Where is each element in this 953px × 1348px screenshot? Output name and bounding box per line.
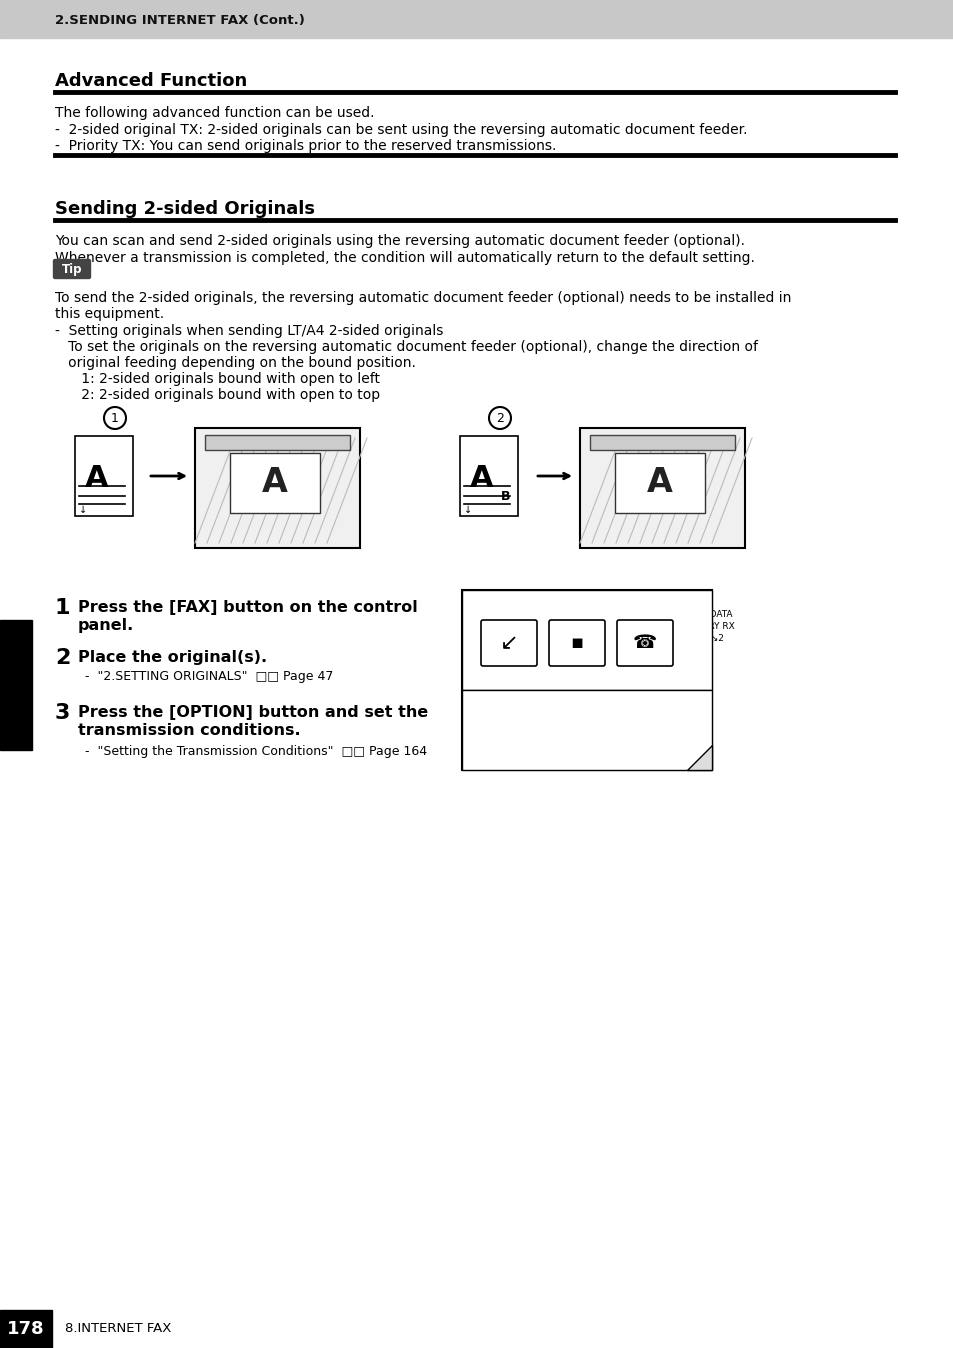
Bar — [461, 590, 711, 690]
Text: this equipment.: this equipment. — [55, 307, 164, 321]
Text: Press the [FAX] button on the control: Press the [FAX] button on the control — [78, 600, 417, 615]
Text: A: A — [85, 464, 109, 493]
Text: -  "2.SETTING ORIGINALS"  □□ Page 47: - "2.SETTING ORIGINALS" □□ Page 47 — [85, 670, 333, 683]
Text: ↙: ↙ — [499, 634, 517, 652]
Text: SCAN: SCAN — [494, 608, 523, 617]
Text: A: A — [646, 466, 672, 500]
Text: panel.: panel. — [78, 617, 134, 634]
Text: Advanced Function: Advanced Function — [55, 71, 247, 90]
Text: ↓: ↓ — [79, 506, 87, 515]
Text: -  Priority TX: You can send originals prior to the reserved transmissions.: - Priority TX: You can send originals pr… — [55, 139, 556, 154]
Text: To send the 2-sided originals, the reversing automatic document feeder (optional: To send the 2-sided originals, the rever… — [55, 291, 791, 305]
Text: -  2-sided original TX: 2-sided originals can be sent using the reversing automa: - 2-sided original TX: 2-sided originals… — [55, 123, 747, 137]
Text: To set the originals on the reversing automatic document feeder (optional), chan: To set the originals on the reversing au… — [55, 340, 758, 355]
Text: A: A — [470, 464, 494, 493]
Text: 178: 178 — [8, 1320, 45, 1339]
Text: □ MEMORY RX: □ MEMORY RX — [668, 621, 734, 631]
Circle shape — [489, 407, 511, 429]
Text: ↓: ↓ — [463, 506, 472, 515]
Text: □ ↘1  □ ↘2: □ ↘1 □ ↘2 — [668, 634, 723, 643]
Text: 1: 1 — [111, 411, 119, 425]
Text: You can scan and send 2-sided originals using the reversing automatic document f: You can scan and send 2-sided originals … — [55, 235, 744, 248]
Text: 1: 2-sided originals bound with open to left: 1: 2-sided originals bound with open to … — [55, 372, 379, 386]
Text: transmission conditions.: transmission conditions. — [78, 723, 300, 737]
Bar — [194, 429, 359, 549]
Bar — [0, 0, 953, 38]
Bar — [461, 690, 711, 770]
Text: Sending 2-sided Originals: Sending 2-sided Originals — [55, 200, 314, 218]
FancyBboxPatch shape — [548, 620, 604, 666]
Text: FAX: FAX — [635, 608, 654, 617]
Text: 3: 3 — [55, 704, 71, 723]
Text: Press the [OPTION] button and set the: Press the [OPTION] button and set the — [78, 705, 428, 720]
FancyBboxPatch shape — [480, 620, 537, 666]
FancyBboxPatch shape — [617, 620, 672, 666]
Bar — [0, 1310, 52, 1348]
FancyBboxPatch shape — [53, 260, 91, 279]
Text: 2: 2-sided originals bound with open to top: 2: 2-sided originals bound with open to … — [55, 388, 379, 402]
Text: Place the original(s).: Place the original(s). — [78, 650, 267, 665]
Bar — [205, 435, 350, 450]
Bar — [461, 590, 711, 770]
Text: B: B — [500, 489, 510, 503]
Text: 2: 2 — [55, 648, 71, 669]
Text: A: A — [262, 466, 288, 500]
Text: -  Setting originals when sending LT/A4 2-sided originals: - Setting originals when sending LT/A4 2… — [55, 324, 443, 338]
Bar — [230, 453, 319, 514]
Text: 8: 8 — [10, 666, 23, 685]
Bar — [579, 429, 744, 549]
Text: original feeding depending on the bound position.: original feeding depending on the bound … — [55, 356, 416, 369]
Text: The following advanced function can be used.: The following advanced function can be u… — [55, 106, 375, 120]
Bar — [459, 435, 517, 516]
Text: 2.SENDING INTERNET FAX (Cont.): 2.SENDING INTERNET FAX (Cont.) — [55, 13, 305, 27]
Text: 8.INTERNET FAX: 8.INTERNET FAX — [65, 1322, 172, 1335]
Bar — [75, 435, 132, 516]
Text: □ PRINT DATA: □ PRINT DATA — [668, 611, 732, 619]
Polygon shape — [686, 745, 711, 770]
Text: ▪: ▪ — [570, 634, 583, 652]
Text: Tip: Tip — [62, 263, 82, 275]
Text: 1: 1 — [55, 599, 71, 617]
Text: -  "Setting the Transmission Conditions"  □□ Page 164: - "Setting the Transmission Conditions" … — [85, 745, 427, 758]
Bar — [615, 453, 704, 514]
Text: COPY: COPY — [562, 608, 590, 617]
Circle shape — [104, 407, 126, 429]
Bar — [589, 435, 734, 450]
Bar — [0, 620, 32, 749]
Text: 2: 2 — [496, 411, 503, 425]
Text: Whenever a transmission is completed, the condition will automatically return to: Whenever a transmission is completed, th… — [55, 251, 754, 266]
Text: ☎: ☎ — [632, 634, 657, 652]
